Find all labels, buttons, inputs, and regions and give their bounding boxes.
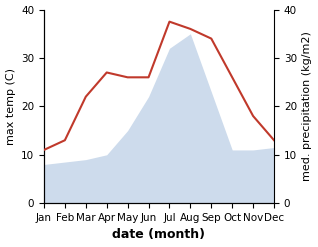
X-axis label: date (month): date (month): [113, 228, 205, 242]
Y-axis label: max temp (C): max temp (C): [5, 68, 16, 145]
Y-axis label: med. precipitation (kg/m2): med. precipitation (kg/m2): [302, 31, 313, 181]
